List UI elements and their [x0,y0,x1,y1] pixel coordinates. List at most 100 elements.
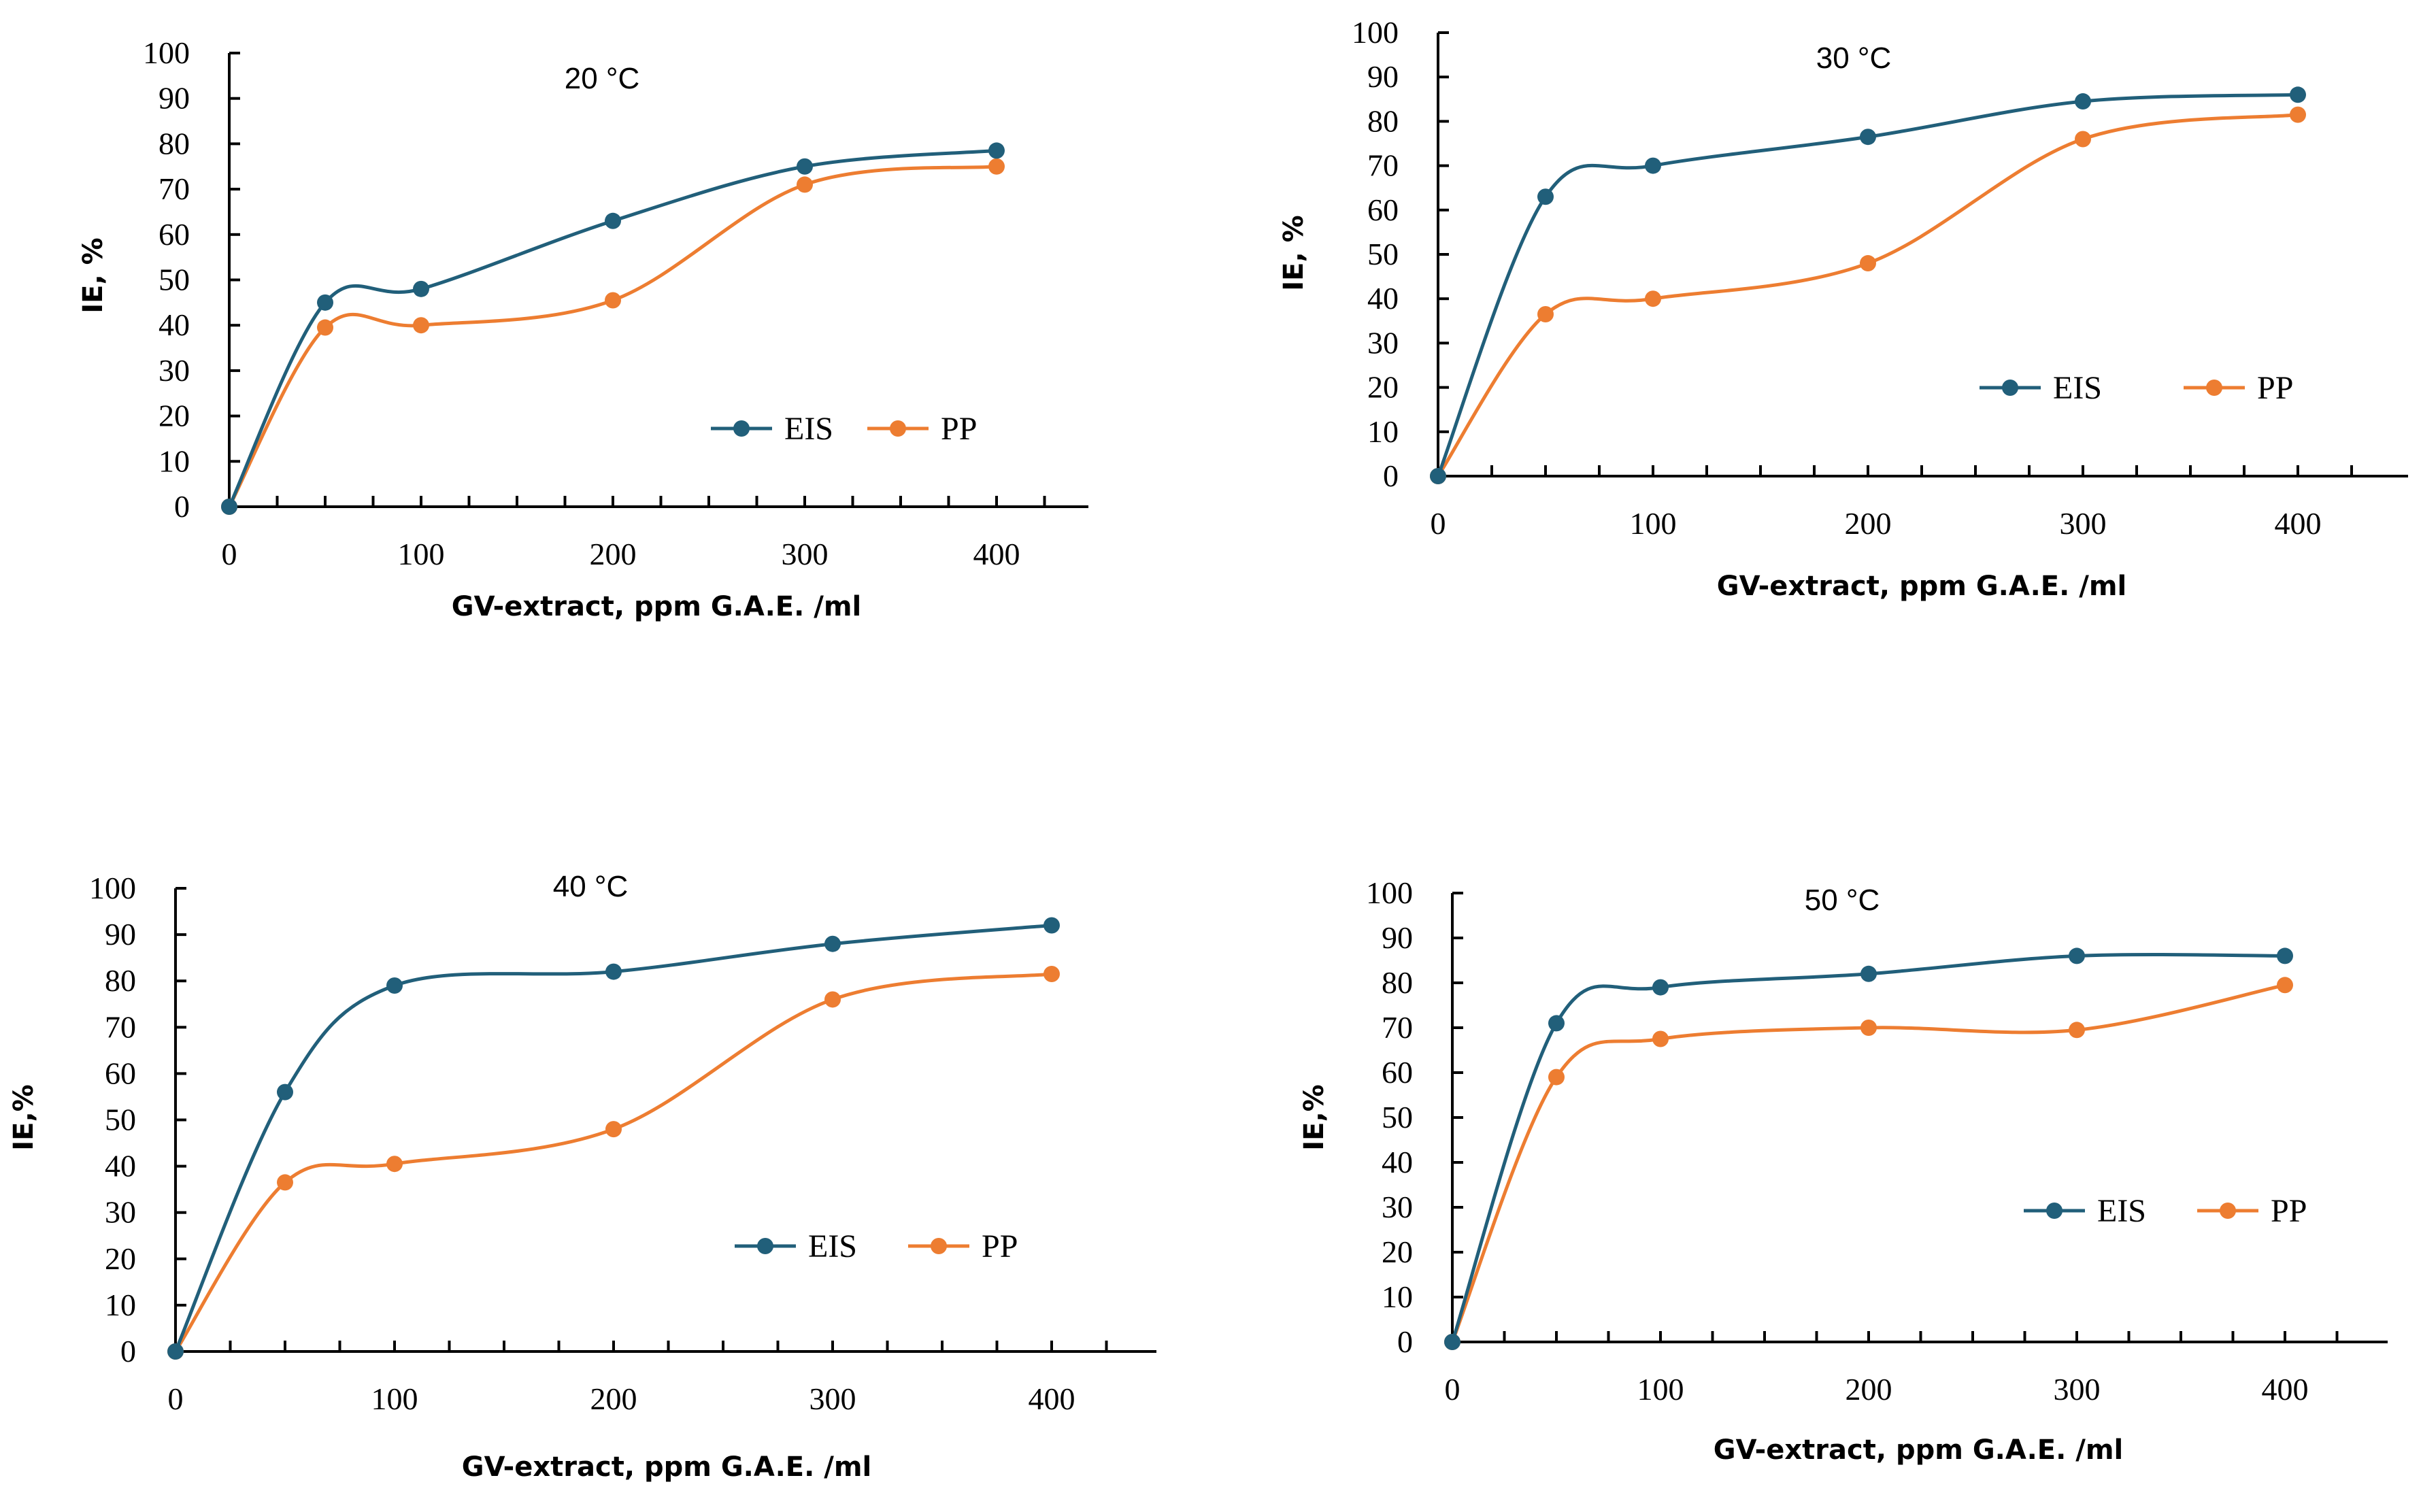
chart-2: 0 10 20 30 40 50 60 70 80 90 100 0 100 200 300 400 30 °C… [1278,15,2408,602]
data-point-eis [1043,917,1060,934]
x-tick-label: 100 [371,1381,418,1416]
y-tick-label: 40 [158,307,190,342]
y-tick-label: 50 [105,1103,136,1137]
y-tick-label: 20 [1382,1234,1413,1269]
legend-label-pp: PP [982,1228,1018,1264]
x-tick-label: 400 [2262,1372,2309,1407]
data-point-pp [317,319,333,336]
data-point-pp [2277,977,2293,994]
x-tick-label: 100 [1630,506,1677,541]
y-tick-label: 100 [89,871,136,905]
y-tick-label: 90 [1367,59,1399,94]
x-axis-label: GV-extract, ppm G.A.E. /ml [1714,1434,2123,1466]
x-tick-label: 400 [2275,506,2322,541]
legend-label-eis: EIS [808,1228,857,1264]
y-tick-label: 40 [1367,281,1399,316]
legend-label-eis: EIS [2053,370,2102,406]
data-point-pp [1548,1069,1565,1086]
data-point-pp [2290,106,2306,123]
data-point-eis [1860,965,1877,982]
y-tick-label: 0 [174,489,190,524]
data-point-eis [413,280,429,297]
data-point-eis [2069,947,2085,964]
data-point-eis [605,963,622,980]
x-axis-label: GV-extract, ppm G.A.E. /ml [462,1451,871,1483]
y-tick-label: 0 [1397,1324,1413,1359]
y-tick-label: 80 [158,126,190,161]
data-point-pp [824,991,841,1008]
series-line-pp [173,972,1052,1353]
y-tick-label: 70 [105,1009,136,1044]
series-line-pp [1450,983,2286,1343]
data-point-eis [386,977,403,994]
data-point-eis [824,935,841,952]
y-tick-label: 0 [1383,458,1399,493]
y-tick-label: 40 [1382,1145,1413,1179]
y-tick-label: 80 [105,963,136,998]
x-tick-label: 400 [1029,1381,1075,1416]
data-point-eis [2290,86,2306,103]
y-tick-label: 30 [105,1195,136,1230]
data-point-pp [1652,1030,1669,1047]
y-tick-label: 30 [158,353,190,388]
data-point-pp [386,1156,403,1173]
legend-label-pp: PP [941,411,977,447]
y-tick-label: 40 [105,1149,136,1183]
legend-marker-pp [2220,1203,2236,1219]
series-line-pp [1436,113,2299,477]
data-point-eis [797,158,813,175]
legend-label-pp: PP [2271,1193,2307,1229]
y-axis-label: IE, % [78,237,109,313]
y-tick-label: 20 [158,399,190,433]
y-tick-label: 20 [1367,370,1399,405]
data-point-eis [167,1343,184,1360]
x-axis-label: GV-extract, ppm G.A.E. /ml [1717,571,2126,602]
x-tick-label: 200 [1845,506,1892,541]
x-tick-label: 200 [590,537,637,571]
data-point-pp [1645,290,1661,307]
data-point-eis [988,142,1005,159]
x-tick-label: 100 [1637,1372,1684,1407]
data-point-pp [1537,306,1554,323]
data-point-eis [1444,1334,1460,1350]
y-tick-label: 100 [143,35,190,70]
y-tick-label: 90 [158,81,190,116]
x-tick-label: 0 [168,1381,184,1416]
legend-label-pp: PP [2257,370,2293,406]
x-tick-label: 300 [782,537,829,571]
series-line-eis [227,148,997,508]
legend-marker-pp [931,1238,947,1254]
y-tick-label: 80 [1382,965,1413,1000]
y-tick-label: 80 [1367,103,1399,138]
y-tick-label: 50 [1367,237,1399,271]
chart-3: 0 10 20 30 40 50 60 70 80 90 100 0 100 200 300 400 40 °C… [8,870,1156,1483]
y-tick-label: 10 [1367,414,1399,449]
data-point-eis [1537,188,1554,205]
y-tick-label: 60 [1367,192,1399,227]
y-tick-label: 50 [1382,1100,1413,1135]
y-tick-label: 20 [105,1241,136,1276]
data-point-pp [277,1174,293,1191]
y-tick-label: 60 [158,217,190,252]
y-axis-label: IE,% [1299,1084,1330,1150]
legend-label-eis: EIS [2097,1193,2146,1229]
y-tick-label: 70 [1367,148,1399,183]
series-line-eis [1436,93,2299,477]
x-tick-label: 0 [1431,506,1446,541]
y-tick-label: 50 [158,263,190,297]
y-tick-label: 0 [120,1334,136,1368]
y-tick-label: 90 [1382,920,1413,955]
data-point-eis [221,499,237,515]
chart-title: 30 °C [1816,41,1892,75]
chart-title: 20 °C [565,62,640,95]
chart-4: 0 10 20 30 40 50 60 70 80 90 100 0 100 200 300 400 50 °C… [1299,875,2388,1466]
x-tick-label: 200 [590,1381,637,1416]
data-point-eis [317,294,333,311]
x-tick-label: 300 [809,1381,856,1416]
data-point-eis [605,212,621,229]
chart-title: 50 °C [1805,884,1880,917]
y-tick-label: 10 [1382,1279,1413,1314]
x-axis-label: GV-extract, ppm G.A.E. /ml [452,591,861,622]
x-tick-label: 400 [973,537,1020,571]
